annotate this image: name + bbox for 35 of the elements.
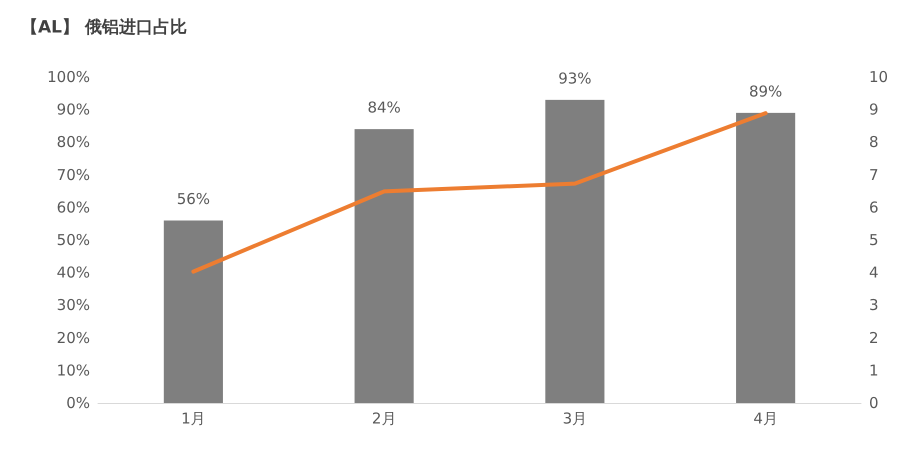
y-tick-label: 40% xyxy=(56,264,90,282)
y2-tick-label: 10 xyxy=(869,68,888,86)
y-tick-label: 90% xyxy=(56,100,90,119)
y-tick-label: 0% xyxy=(66,394,90,412)
y2-tick-label: 4 xyxy=(869,264,879,282)
data-label: 56% xyxy=(176,190,210,208)
y-tick-label: 70% xyxy=(56,166,90,184)
y2-tick-label: 7 xyxy=(869,166,879,184)
y2-tick-label: 8 xyxy=(869,133,879,152)
data-label: 93% xyxy=(558,69,592,88)
data-label: 84% xyxy=(367,98,401,117)
y-tick-label: 10% xyxy=(56,361,90,380)
y-tick-label: 60% xyxy=(56,198,90,216)
bar xyxy=(354,129,414,403)
y-tick-label: 30% xyxy=(56,296,90,314)
y2-tick-label: 1 xyxy=(869,361,879,380)
y-tick-label: 80% xyxy=(56,133,90,152)
bar xyxy=(545,100,604,403)
y-tick-label: 100% xyxy=(47,68,90,86)
y2-tick-label: 0 xyxy=(869,394,879,412)
y2-tick-label: 5 xyxy=(869,231,879,249)
y2-tick-label: 2 xyxy=(869,328,879,347)
y2-tick-label: 9 xyxy=(869,100,879,119)
y2-tick-label: 6 xyxy=(869,198,879,216)
x-tick-label: 4月 xyxy=(753,410,778,428)
data-label: 89% xyxy=(748,82,782,100)
chart-title: 【AL】 俄铝进口占比 xyxy=(21,18,187,38)
x-tick-label: 1月 xyxy=(181,410,206,428)
y-tick-label: 20% xyxy=(56,328,90,347)
x-tick-label: 2月 xyxy=(372,410,396,428)
y-tick-label: 50% xyxy=(56,231,90,249)
bar xyxy=(164,220,223,403)
bar xyxy=(736,112,796,403)
y2-tick-label: 3 xyxy=(869,296,879,314)
x-tick-label: 3月 xyxy=(562,410,588,428)
